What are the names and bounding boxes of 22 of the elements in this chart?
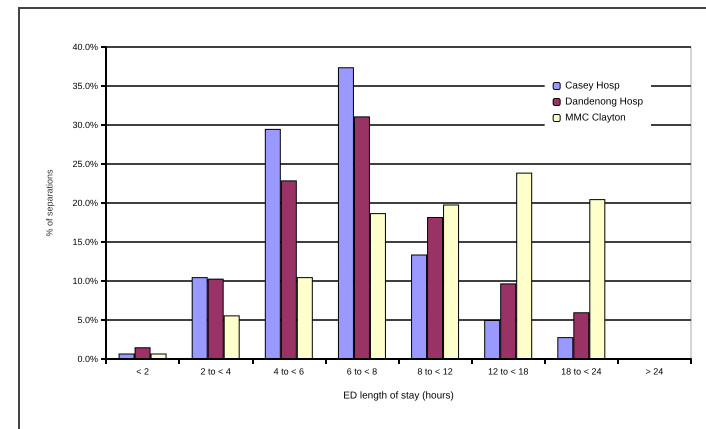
legend-label: Dandenong Hosp: [565, 96, 644, 108]
x-tick-label: 2 to < 4: [200, 366, 231, 376]
y-tick-label: 0.0%: [77, 354, 98, 364]
x-tick-label: > 24: [646, 366, 664, 376]
x-tick-label: 12 to < 18: [488, 366, 528, 376]
legend-label: Casey Hosp: [565, 80, 620, 92]
x-tick-label: < 2: [136, 366, 149, 376]
x-tick-label: 4 to < 6: [274, 366, 304, 376]
x-tick-label: 6 to < 8: [346, 366, 378, 376]
y-tick-label: 20.0%: [72, 198, 98, 208]
x-tick-label: 8 to < 12: [417, 366, 453, 376]
x-axis-title: ED length of stay (hours): [343, 390, 454, 402]
y-tick-label: 35.0%: [72, 81, 98, 91]
y-tick-label: 30.0%: [72, 120, 98, 130]
y-tick-label: 10.0%: [72, 276, 98, 286]
y-tick-label: 15.0%: [72, 237, 98, 247]
y-axis-title: % of separations: [44, 168, 54, 237]
x-tick-label: 18 to < 24: [561, 366, 602, 376]
legend-label: MMC Clayton: [565, 112, 626, 124]
y-tick-label: 40.0%: [72, 42, 98, 52]
y-tick-label: 5.0%: [77, 315, 98, 325]
y-tick-label: 25.0%: [72, 159, 98, 169]
